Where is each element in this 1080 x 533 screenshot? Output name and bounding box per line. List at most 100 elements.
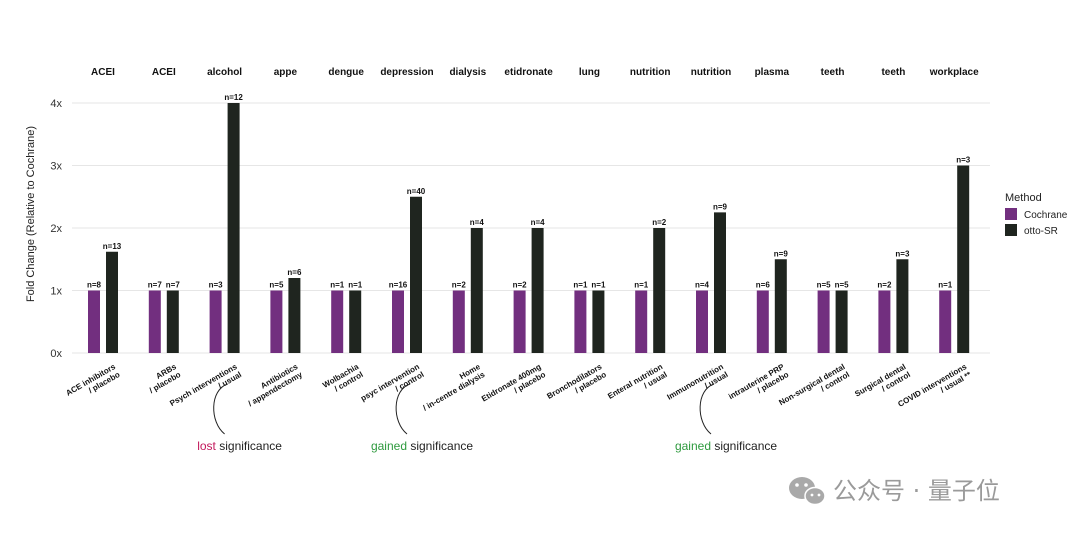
annotation-text: lost significance	[197, 439, 282, 453]
bar-cochrane	[513, 290, 526, 353]
facet-header: teeth	[881, 67, 905, 78]
annotation-bracket	[699, 383, 715, 435]
count-label: n=1	[938, 281, 953, 290]
count-label: n=1	[634, 281, 649, 290]
count-label: n=12	[224, 93, 243, 102]
x-tick-label: Antibiotics/ appendectomy	[247, 362, 305, 408]
bar-cochrane	[635, 290, 648, 353]
y-tick-label: 0x	[50, 348, 62, 360]
x-tick-label: ACE inhibitors/ placebo	[64, 362, 121, 398]
bar-cochrane	[331, 290, 344, 353]
count-label: n=4	[470, 218, 485, 227]
count-label: n=5	[269, 281, 284, 290]
bar-otto	[106, 251, 118, 353]
facets: ACEI ACEI alcohol appe dengue depression dialy…	[91, 67, 979, 78]
bar-otto	[531, 228, 544, 353]
count-label: n=16	[389, 281, 408, 290]
annotation-keyword: gained	[675, 439, 711, 453]
facet-header: dengue	[328, 67, 364, 78]
annotation-rest: significance	[711, 439, 777, 453]
bar-otto	[835, 290, 848, 353]
facet-header: depression	[380, 67, 433, 78]
x-tick-label: psyc intervention/ control	[359, 362, 425, 403]
annotation-text: gained significance	[675, 439, 777, 453]
y-axis-title: Fold Change (Relative to Cochrane)	[25, 126, 37, 302]
facet-header: appe	[274, 67, 298, 78]
annotation-bracket	[213, 383, 228, 435]
count-label: n=7	[166, 281, 181, 290]
bar-otto	[653, 228, 666, 353]
legend-title: Method	[1005, 192, 1042, 204]
bar-otto	[774, 259, 787, 353]
count-labels: n=8n=13n=7 n=7 n=3n=12n=5n=6n=1 n=1 n=16n=40…	[87, 93, 971, 290]
x-tick-label: Non-surgical dental/ control	[777, 362, 851, 407]
annotation-rest: significance	[407, 439, 473, 453]
facet-header: alcohol	[207, 67, 242, 78]
count-label: n=3	[209, 281, 224, 290]
y-tick-label: 3x	[50, 161, 62, 173]
x-tick-label: Home/ in-centre dialysis	[421, 362, 486, 413]
count-label: n=4	[695, 281, 710, 290]
bar-otto	[410, 196, 422, 353]
bar-cochrane	[148, 290, 161, 353]
facet-header: workplace	[929, 67, 979, 78]
annotation-keyword: lost	[197, 439, 216, 453]
watermark: 公众号 · 量子位	[789, 477, 1000, 506]
x-tick-label: Wolbachia/ control	[321, 362, 365, 394]
bar-otto	[714, 212, 726, 353]
facet-header: ACEI	[152, 67, 176, 78]
count-label: n=2	[513, 281, 528, 290]
facet-header: dialysis	[449, 67, 486, 78]
annotation-text: gained significance	[371, 439, 473, 453]
count-label: n=9	[774, 249, 789, 258]
facet-header: plasma	[755, 67, 790, 78]
bar-otto	[470, 228, 483, 353]
watermark-text: 公众号 · 量子位	[833, 477, 1000, 505]
count-label: n=6	[287, 268, 302, 277]
y-axis: 0x 1x 2x 3x 4x	[50, 98, 62, 360]
bar-cochrane	[756, 290, 769, 353]
bar-cochrane	[270, 290, 283, 353]
count-label: n=7	[148, 281, 163, 290]
count-label: n=4	[531, 218, 546, 227]
count-label: n=6	[756, 281, 771, 290]
legend: Method Cochrane otto-SR	[1005, 192, 1068, 237]
legend-swatch-cochrane	[1005, 208, 1017, 220]
annotation-bracket	[395, 383, 411, 435]
bar-otto	[896, 259, 909, 353]
legend-label-cochrane: Cochrane	[1024, 210, 1068, 221]
facet-header: nutrition	[630, 67, 671, 78]
bar-cochrane	[88, 290, 100, 353]
count-label: n=2	[652, 218, 667, 227]
bar-cochrane	[452, 290, 465, 353]
facet-header: etidronate	[504, 67, 553, 78]
legend-label-otto-sr: otto-SR	[1024, 226, 1058, 237]
annotations: lost significance gained significance gain…	[197, 383, 777, 453]
facet-header: teeth	[821, 67, 845, 78]
count-label: n=8	[87, 281, 102, 290]
x-tick-label: Immunonutrition/ usual	[665, 362, 729, 402]
legend-swatch-otto-sr	[1005, 224, 1017, 236]
x-tick-label: Psych interventions/ usual	[168, 362, 243, 408]
count-label: n=13	[103, 242, 122, 251]
bar-cochrane	[209, 290, 222, 353]
x-tick-label: Bronchodilators/ placebo	[545, 362, 608, 401]
bar-otto	[166, 290, 179, 353]
bar-cochrane	[817, 290, 830, 353]
count-label: n=5	[817, 281, 832, 290]
bar-cochrane	[939, 290, 952, 353]
annotation-rest: significance	[216, 439, 282, 453]
x-tick-label: Enteral nutrition/ usual	[606, 362, 669, 401]
bar-cochrane	[392, 290, 404, 353]
count-label: n=2	[452, 281, 467, 290]
bars	[88, 103, 970, 353]
count-label: n=3	[895, 249, 910, 258]
bar-cochrane	[574, 290, 587, 353]
bar-cochrane	[696, 290, 708, 353]
count-label: n=5	[835, 281, 850, 290]
count-label: n=1	[591, 281, 606, 290]
y-tick-label: 4x	[50, 98, 62, 110]
x-tick-line: / in-centre dialysis	[421, 370, 486, 413]
count-label: n=2	[877, 281, 892, 290]
bar-otto	[592, 290, 605, 353]
